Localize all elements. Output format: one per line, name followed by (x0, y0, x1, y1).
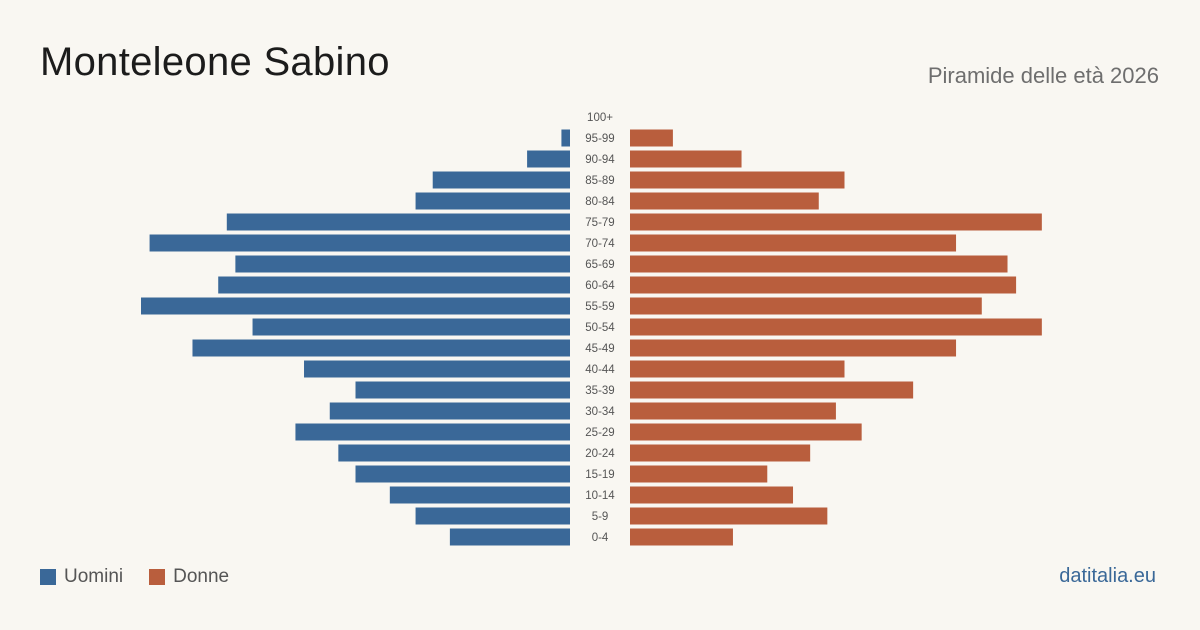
age-label-70-74: 70-74 (585, 238, 615, 250)
bar-women-55-59 (630, 297, 982, 315)
bar-women-80-84 (630, 192, 819, 210)
age-label-85-89: 85-89 (585, 175, 614, 187)
age-label-90-94: 90-94 (585, 154, 615, 166)
bar-women-40-44 (630, 360, 845, 378)
bar-women-70-74 (630, 234, 957, 252)
legend: Uomini Donne (40, 566, 255, 588)
bar-men-85-89 (432, 171, 570, 189)
age-label-30-34: 30-34 (585, 406, 615, 418)
bar-men-90-94 (527, 150, 570, 168)
chart-title: Monteleone Sabino (40, 40, 390, 84)
bar-women-45-49 (630, 339, 957, 357)
age-label-10-14: 10-14 (585, 490, 615, 502)
bar-women-85-89 (630, 171, 845, 189)
bar-men-40-44 (304, 360, 570, 378)
bar-women-35-39 (630, 381, 914, 399)
bar-men-50-54 (252, 318, 571, 336)
bar-men-65-69 (235, 255, 570, 273)
age-label-45-49: 45-49 (585, 343, 614, 355)
bar-women-5-9 (630, 507, 828, 525)
bar-women-90-94 (630, 150, 742, 168)
bar-women-10-14 (630, 486, 794, 504)
legend-item-men: Uomini (40, 566, 123, 588)
bar-men-30-34 (329, 402, 570, 420)
age-label-60-64: 60-64 (585, 280, 615, 292)
age-label-75-79: 75-79 (585, 217, 614, 229)
bar-men-75-79 (226, 213, 571, 231)
age-label-25-29: 25-29 (585, 427, 614, 439)
legend-swatch-men (40, 569, 56, 585)
bar-women-15-19 (630, 465, 768, 483)
age-label-95-99: 95-99 (585, 133, 614, 145)
legend-label-men: Uomini (64, 566, 124, 587)
bar-men-35-39 (355, 381, 570, 399)
bar-men-20-24 (338, 444, 570, 462)
legend-label-women: Donne (173, 566, 230, 587)
bar-men-80-84 (415, 192, 570, 210)
bar-women-20-24 (630, 444, 811, 462)
bar-men-60-64 (218, 276, 570, 294)
bar-men-95-99 (561, 129, 570, 147)
bar-women-30-34 (630, 402, 836, 420)
age-label-15-19: 15-19 (585, 469, 614, 481)
bar-women-50-54 (630, 318, 1042, 336)
bar-women-65-69 (630, 255, 1008, 273)
age-label-20-24: 20-24 (585, 448, 615, 460)
age-label-50-54: 50-54 (585, 322, 615, 334)
bar-men-45-49 (192, 339, 571, 357)
bar-men-25-29 (295, 423, 570, 441)
bar-women-75-79 (630, 213, 1042, 231)
bar-men-55-59 (141, 297, 570, 315)
legend-item-women: Donne (149, 566, 229, 588)
age-label-65-69: 65-69 (585, 259, 614, 271)
bar-men-0-4 (449, 528, 570, 546)
age-label-35-39: 35-39 (585, 385, 614, 397)
bar-men-15-19 (355, 465, 570, 483)
bar-women-25-29 (630, 423, 862, 441)
source-link[interactable]: datitalia.eu (1059, 565, 1156, 587)
bar-men-70-74 (149, 234, 570, 252)
age-label-80-84: 80-84 (585, 196, 615, 208)
bar-women-60-64 (630, 276, 1017, 294)
age-label-0-4: 0-4 (592, 532, 609, 544)
legend-swatch-women (149, 569, 166, 585)
chart-subtitle: Piramide delle età 2026 (927, 63, 1159, 88)
age-label-40-44: 40-44 (585, 364, 615, 376)
age-label-5-9: 5-9 (592, 511, 609, 523)
bar-men-10-14 (389, 486, 570, 504)
age-label-100+: 100+ (587, 112, 613, 124)
bar-women-0-4 (630, 528, 733, 546)
age-label-55-59: 55-59 (585, 301, 614, 313)
bar-men-5-9 (415, 507, 570, 525)
bar-women-95-99 (630, 129, 673, 147)
